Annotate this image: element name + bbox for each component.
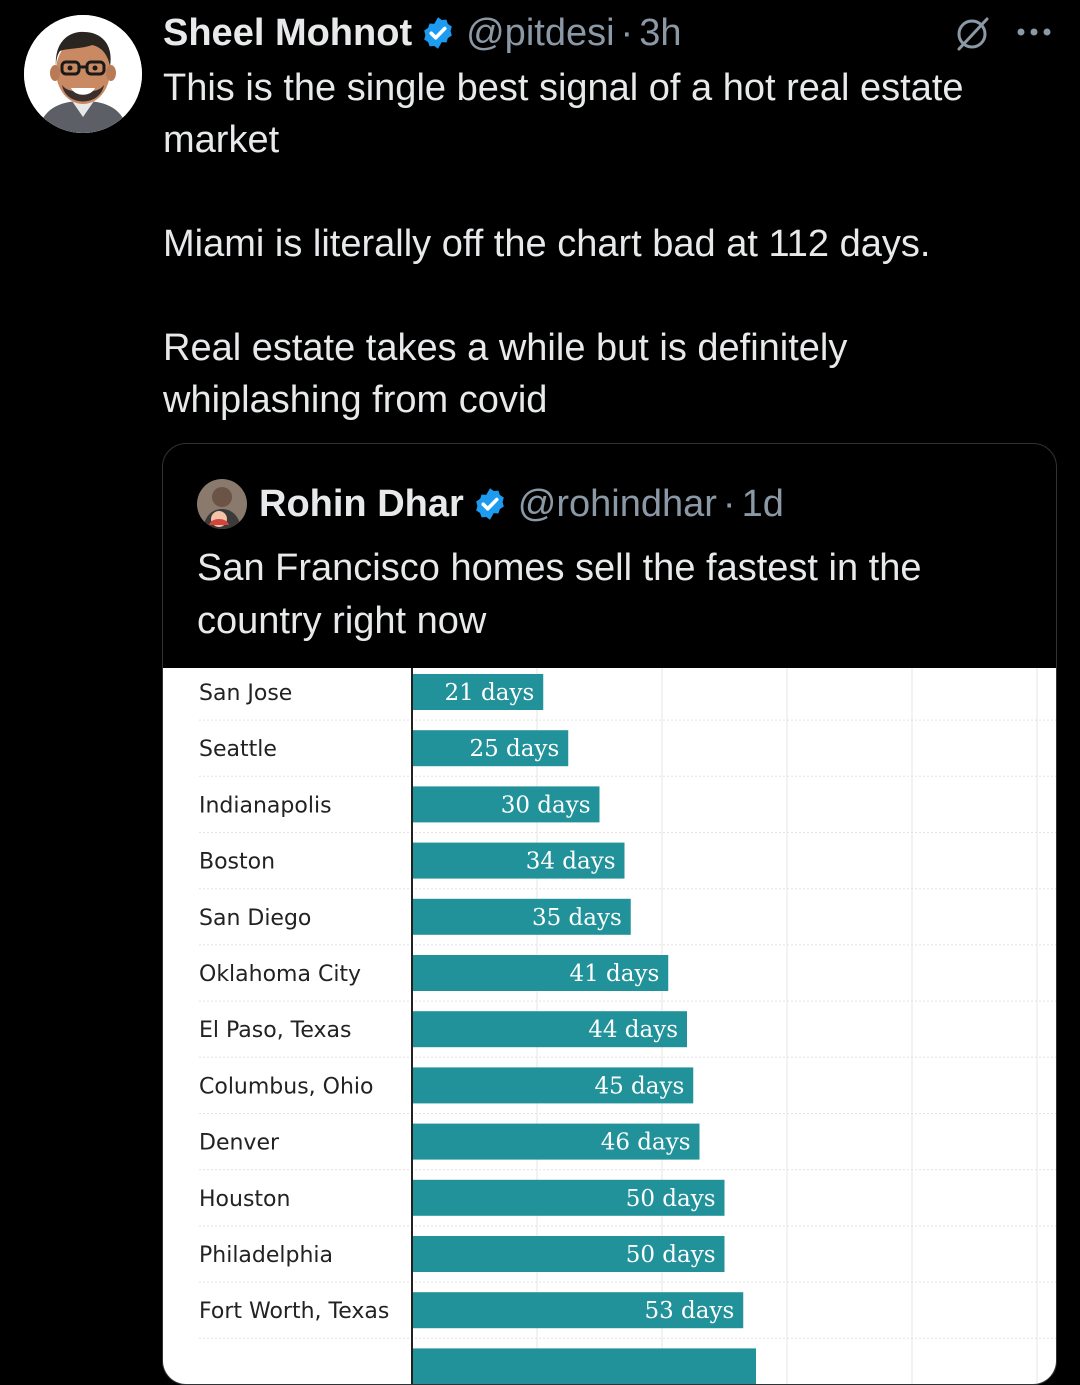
bar-chart-image[interactable]: San Jose 21 days Seattle 25 days Indianapoli…	[163, 668, 1056, 1384]
bar	[412, 955, 669, 991]
category-label: Boston	[199, 850, 275, 875]
bar	[412, 898, 631, 935]
bar	[412, 1067, 694, 1104]
verified-badge-icon	[420, 15, 456, 51]
quoted-tweet-header: Rohin Dhar @rohindhar · 1d	[197, 478, 784, 530]
verified-badge-icon	[472, 486, 508, 522]
bar	[412, 842, 625, 879]
category-label: Houston	[199, 1187, 290, 1212]
category-label: Fort Worth, Texas	[199, 1299, 389, 1324]
tweet-timestamp[interactable]: 3h	[639, 11, 682, 54]
tweet-paragraph: This is the single best signal of a hot …	[163, 67, 964, 161]
separator-dot: ·	[620, 11, 634, 54]
category-label: El Paso, Texas	[199, 1018, 352, 1043]
quoted-author-avatar[interactable]	[197, 479, 247, 529]
bar-value-label: 50 days	[626, 1186, 716, 1212]
separator-dot: ·	[722, 482, 736, 525]
author-avatar[interactable]	[24, 15, 142, 133]
bar	[412, 786, 600, 823]
bar	[412, 1236, 725, 1272]
bar-value-label: 50 days	[626, 1242, 716, 1268]
category-label: Columbus, Ohio	[199, 1074, 374, 1099]
tweet-header: Sheel Mohnot @pitdesi · 3h	[163, 8, 681, 58]
more-options-icon[interactable]	[1014, 20, 1054, 44]
category-label: San Diego	[199, 906, 311, 931]
bar	[412, 1123, 700, 1160]
photo-avatar-icon	[197, 479, 247, 529]
bar-value-label: 25 days	[469, 736, 559, 762]
bar-value-label: 45 days	[594, 1073, 684, 1099]
quoted-author-name[interactable]: Rohin Dhar	[259, 482, 464, 525]
bar-value-label: 21 days	[444, 680, 534, 706]
bar	[412, 1011, 687, 1048]
author-name[interactable]: Sheel Mohnot	[163, 11, 413, 54]
author-handle[interactable]: @pitdesi	[466, 11, 615, 54]
quoted-author-handle[interactable]: @rohindhar	[517, 482, 717, 525]
tweet-body: This is the single best signal of a hot …	[163, 62, 1043, 426]
quoted-tweet-text: San Francisco homes sell the fastest in …	[197, 547, 922, 642]
tweet-paragraph: Miami is literally off the chart bad at …	[163, 223, 931, 265]
bar-cropped	[412, 1348, 756, 1384]
grok-icon[interactable]	[952, 14, 992, 54]
bar-value-label: 41 days	[569, 961, 659, 987]
quoted-tweet-card[interactable]: Rohin Dhar @rohindhar · 1d San Francisco…	[162, 443, 1057, 1385]
category-label: San Jose	[199, 681, 292, 706]
cartoon-portrait-icon	[24, 15, 142, 133]
bar	[412, 674, 544, 710]
bar	[412, 1179, 725, 1216]
bar-value-label: 35 days	[532, 905, 622, 931]
bar	[412, 1292, 744, 1329]
bar-value-label: 44 days	[588, 1017, 678, 1043]
category-label: Indianapolis	[199, 793, 332, 818]
bar-value-label: 53 days	[644, 1298, 734, 1324]
category-label: Seattle	[199, 737, 277, 762]
bar	[412, 730, 569, 767]
category-label: Oklahoma City	[199, 962, 361, 987]
bar-value-label: 34 days	[526, 849, 616, 875]
bar-chart: San Jose 21 days Seattle 25 days Indianapoli…	[199, 668, 1056, 1384]
quoted-tweet-timestamp[interactable]: 1d	[741, 482, 784, 525]
bar-value-label: 30 days	[501, 792, 591, 818]
bar-value-label: 46 days	[601, 1130, 691, 1156]
category-label: Denver	[199, 1131, 280, 1156]
category-label: Philadelphia	[199, 1243, 333, 1268]
tweet-paragraph: Real estate takes a while but is definit…	[163, 327, 848, 421]
